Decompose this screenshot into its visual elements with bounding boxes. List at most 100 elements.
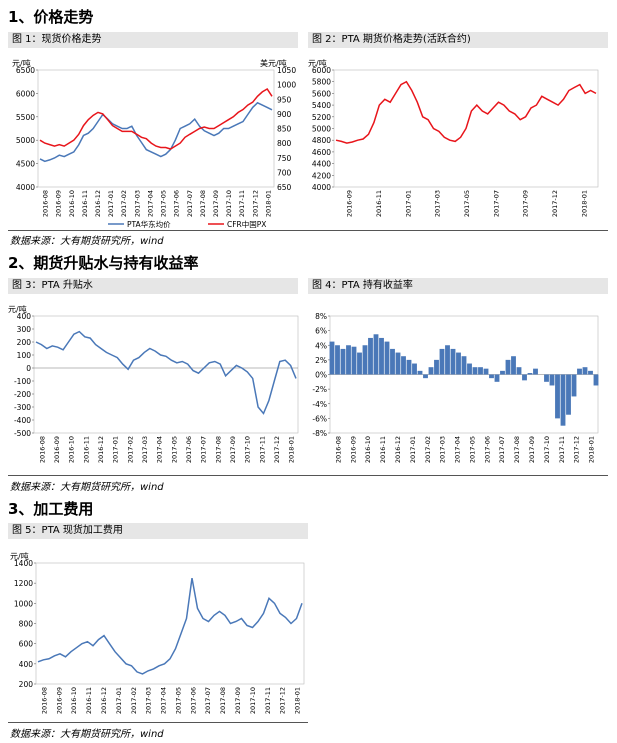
fig4-bar (577, 368, 582, 375)
fig3-ytick-label: 0 (26, 364, 31, 373)
fig3-xtick-label: 2017-06 (185, 436, 193, 463)
fig4-bar (335, 345, 340, 375)
fig2-series-line-0 (335, 80, 597, 144)
fig4-ytick-label: 6% (315, 327, 327, 336)
fig4-chart: -8% -6% -4% -2% 0% 2% 4% 6% 8% 2016-08 2016-09 2016… (312, 312, 599, 463)
section-title-2: 2、期货升贴水与持有收益率 (8, 254, 199, 272)
fig4-xtick-label: 2016-12 (394, 436, 402, 463)
fig4-bar (549, 374, 555, 386)
fig4-bar (593, 374, 599, 386)
fig1-ytick-right-label: 650 (277, 183, 292, 192)
fig3-xtick-label: 2016-12 (97, 436, 105, 463)
fig4-xtick-label: 2016-09 (349, 436, 357, 463)
fig4-bar (516, 367, 522, 375)
fig1-series-line-0 (39, 101, 273, 163)
fig4-xtick-label: 2017-10 (543, 436, 551, 463)
fig1-legend-label: CFR中国PX (227, 219, 266, 229)
fig4-bar (544, 374, 549, 382)
source-note-2: 数据来源：大有期货研究所，wind (10, 482, 164, 493)
fig4-bar (368, 337, 373, 375)
fig3-xtick-label: 2017-03 (141, 436, 149, 463)
fig1-ytick-label: 5000 (16, 136, 35, 145)
fig4-bar (417, 370, 423, 375)
fig4-bar (489, 374, 494, 379)
fig1-series-line-1 (39, 87, 273, 150)
source-note-1: 数据来源：大有期货研究所，wind (10, 236, 164, 247)
fig5-title: 图 5：PTA 现货加工费用 (8, 523, 308, 539)
fig1-xtick-label: 2016-10 (68, 190, 76, 217)
fig4-bar (428, 367, 434, 375)
fig3-xtick-label: 2017-09 (229, 436, 237, 463)
fig3-ytick-label: -100 (14, 377, 31, 386)
fig5-xtick-label: 2016-09 (55, 687, 63, 714)
fig1-ytick-right-label: 750 (277, 154, 292, 163)
fig4-bar (434, 359, 439, 375)
fig1-xtick-label: 2016-11 (81, 190, 89, 217)
fig2-xtick-label: 2017-03 (434, 190, 442, 217)
fig1-ytick-right-label: 850 (277, 125, 292, 134)
fig3-chart: 元/吨 -500 -400 -300 -200 -100 0 100 200 300 400 2016… (8, 304, 299, 463)
fig2-xtick-label: 2017-07 (492, 190, 500, 217)
fig4-ytick-label: 0% (315, 371, 327, 380)
fig5-xtick-label: 2017-05 (174, 687, 182, 714)
fig5-xtick-label: 2016-12 (100, 687, 108, 714)
fig2-xtick-label: 2016-11 (375, 190, 383, 217)
fig3-xtick-label: 2016-11 (82, 436, 90, 463)
source-note-3: 数据来源：大有期货研究所，wind (10, 729, 164, 740)
fig2-ylabel: 元/吨 (308, 58, 327, 68)
fig4-bar (555, 374, 560, 419)
fig4-bar (505, 359, 511, 375)
fig4-bar (340, 348, 346, 375)
fig1-ytick-right-label: 950 (277, 95, 292, 104)
fig3-xtick-label: 2017-04 (156, 436, 164, 463)
fig5-xtick-label: 2018-01 (294, 687, 302, 714)
fig4-bar (362, 345, 368, 375)
fig1-ytick-label: 6500 (16, 66, 35, 75)
fig5-xtick-label: 2017-11 (264, 687, 272, 714)
fig5-ytick-label: 1200 (14, 579, 33, 588)
fig5-xtick-label: 2017-08 (219, 687, 227, 714)
fig1-xtick-label: 2017-02 (120, 190, 128, 217)
fig4-bar (373, 334, 379, 375)
fig1-plot-frame (37, 69, 275, 188)
fig4-xtick-label: 2018-01 (588, 436, 596, 463)
fig3-ytick-label: 300 (17, 325, 32, 334)
fig2-ytick-label: 5200 (312, 113, 331, 122)
fig2-ytick-label: 4000 (312, 183, 331, 192)
fig1-ytick-label: 4000 (16, 183, 35, 192)
fig3-ylabel: 元/吨 (8, 304, 27, 314)
fig1-xtick-label: 2017-09 (212, 190, 220, 217)
fig1-xtick-label: 2017-10 (225, 190, 233, 217)
fig4-bar (384, 341, 390, 375)
fig5-xtick-label: 2016-11 (85, 687, 93, 714)
fig4-ytick-label: -6% (312, 414, 327, 423)
fig2-ytick-label: 4600 (312, 148, 331, 157)
fig2-ytick-label: 5000 (312, 125, 331, 134)
fig2-ytick-label: 5400 (312, 101, 331, 110)
fig5-ytick-label: 1000 (14, 599, 33, 608)
fig4-bar (439, 348, 445, 375)
fig2-ytick-label: 5800 (312, 78, 331, 87)
fig3-ytick-label: -200 (14, 390, 31, 399)
fig4-bar (478, 367, 483, 375)
fig3-ytick-label: -500 (14, 429, 31, 438)
fig1-xtick-label: 2017-08 (199, 190, 207, 217)
fig2-xtick-label: 2017-01 (404, 190, 412, 217)
fig1-xtick-label: 2017-04 (146, 190, 154, 217)
fig5-xtick-label: 2016-08 (40, 687, 48, 714)
fig5-ylabel: 元/吨 (10, 551, 29, 561)
fig3-xtick-label: 2017-07 (200, 436, 208, 463)
fig1-xtick-label: 2017-06 (173, 190, 181, 217)
fig4-bar (571, 374, 577, 397)
fig1-ytick-right-label: 700 (277, 168, 292, 177)
fig4-bar (500, 370, 505, 375)
fig1-xtick-label: 2017-05 (160, 190, 168, 217)
fig2-chart: 元/吨 4000 4200 4400 4600 4800 5000 5200 5400 5600 5… (308, 58, 599, 217)
fig5-plot-frame (35, 562, 305, 685)
fig4-bar (406, 359, 412, 375)
fig5-bottom-rule (8, 722, 308, 723)
fig3-plot-frame (33, 315, 299, 434)
fig4-bar (588, 370, 593, 375)
fig1-ylabel-right: 美元/吨 (260, 58, 287, 68)
fig5-ytick-label: 1400 (14, 559, 33, 568)
